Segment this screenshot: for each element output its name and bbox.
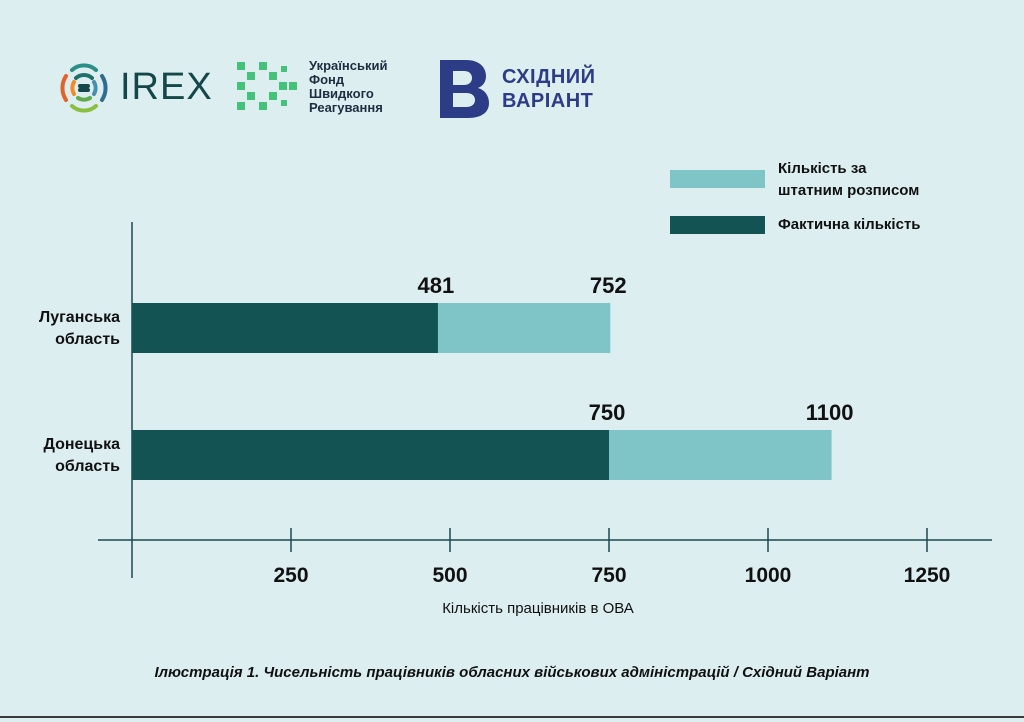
bottom-rule xyxy=(0,716,1024,718)
fund-logo-text: Український Фонд Швидкого Реагування xyxy=(309,58,388,115)
x-tick-label-1250: 1250 xyxy=(904,564,951,587)
x-tick-label-500: 500 xyxy=(432,564,467,587)
legend-label-actual: Фактична кількість xyxy=(778,216,921,233)
value-label-planned-0: 752 xyxy=(590,273,627,298)
chart-caption: Ілюстрація 1. Чисельність працівників об… xyxy=(154,664,870,681)
fund-arrows-icon xyxy=(237,62,297,110)
x-tick-label-750: 750 xyxy=(591,564,626,587)
legend-swatch-planned xyxy=(670,170,765,188)
fund-logo: Український Фонд Швидкого Реагування xyxy=(235,58,415,118)
value-label-planned-1: 1100 xyxy=(806,400,854,425)
bar-chart: 250 500 750 1000 1250 Кількість працівників в… xyxy=(39,222,992,617)
value-label-actual-0: 481 xyxy=(418,273,455,298)
x-axis-label: Кількість працівників в ОВА xyxy=(442,600,634,617)
bar-actual-0 xyxy=(132,303,438,353)
legend-label-planned: Кількість за штатним розписом xyxy=(778,160,920,199)
sv-logo: СХІДНИЙ ВАРІАНТ xyxy=(436,58,616,120)
irex-emblem-icon xyxy=(60,63,108,113)
sv-b-icon xyxy=(440,60,489,118)
irex-logo-text: IREX xyxy=(120,66,213,108)
sv-logo-text: СХІДНИЙ ВАРІАНТ xyxy=(502,66,596,112)
x-tick-label-250: 250 xyxy=(273,564,308,587)
legend: Кількість за штатним розписом Фактична к… xyxy=(670,158,970,248)
value-label-actual-1: 750 xyxy=(589,400,626,425)
legend-swatch-actual xyxy=(670,216,765,234)
bar-actual-1 xyxy=(132,430,609,480)
header: IREX Український Фонд Швидкого Реагуванн… xyxy=(0,0,1024,130)
x-tick-label-1000: 1000 xyxy=(745,564,792,587)
irex-logo: IREX xyxy=(52,56,212,120)
category-label-1: Донецька область xyxy=(43,436,120,475)
category-label-0: Луганська область xyxy=(39,309,120,348)
